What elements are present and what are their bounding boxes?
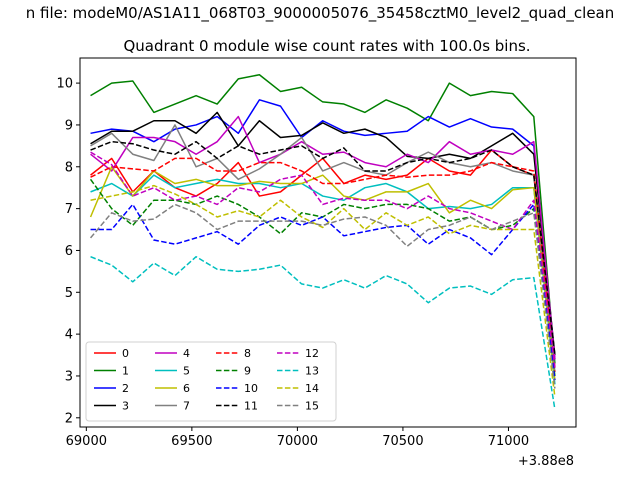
y-axis: 2 3 4 5 6 7 8 9 10 [56, 77, 80, 426]
series-line-12 [90, 151, 556, 368]
legend-label-11: 11 [244, 400, 258, 413]
x-tick-label: 69500 [171, 434, 212, 449]
x-tick-label: 71000 [488, 434, 529, 449]
x-axis: 69000 69500 70000 70500 71000 [66, 427, 529, 449]
series-line-3 [90, 111, 556, 356]
series-line-2 [90, 99, 556, 360]
y-tick-label: 3 [65, 369, 73, 384]
legend-label-12: 12 [305, 347, 319, 360]
legend-label-5: 5 [183, 365, 190, 378]
legend-label-0: 0 [122, 347, 129, 360]
series-line-15 [89, 203, 556, 389]
legend-label-14: 14 [305, 382, 319, 395]
series-line-13 [90, 255, 556, 410]
series-line-7 [90, 124, 556, 372]
legend-label-1: 1 [122, 365, 129, 378]
y-tick-label: 2 [65, 411, 73, 426]
legend-label-3: 3 [122, 400, 129, 413]
x-tick-label: 70500 [382, 434, 423, 449]
y-tick-label: 6 [65, 244, 73, 259]
legend-label-6: 6 [183, 382, 190, 395]
legend-label-4: 4 [183, 347, 190, 360]
series-line-5 [90, 174, 556, 385]
legend-label-15: 15 [305, 400, 319, 413]
y-tick-label: 5 [65, 286, 73, 301]
legend-label-13: 13 [305, 365, 319, 378]
series-line-8 [90, 157, 556, 372]
x-tick-label: 69000 [66, 434, 107, 449]
x-tick-label: 70000 [277, 434, 318, 449]
chart-title: Quadrant 0 module wise count rates with … [123, 37, 530, 55]
series-line-4 [90, 115, 556, 360]
y-tick-label: 9 [65, 118, 73, 133]
legend-label-9: 9 [244, 365, 251, 378]
plot-series-group [89, 73, 556, 410]
y-tick-label: 7 [65, 202, 73, 217]
series-line-1 [90, 73, 556, 364]
series-line-11 [90, 140, 556, 356]
series-line-10 [90, 203, 556, 381]
y-tick-label: 4 [65, 328, 73, 343]
legend-label-10: 10 [244, 382, 258, 395]
x-offset-label: +3.88e8 [518, 454, 574, 469]
figure-suptitle: n file: modeM0/AS1A11_068T03_9000005076_… [26, 4, 615, 23]
y-tick-label: 10 [56, 77, 73, 92]
legend-label-2: 2 [122, 382, 129, 395]
legend-label-8: 8 [244, 347, 251, 360]
y-tick-label: 8 [65, 160, 73, 175]
legend-box [85, 341, 337, 422]
series-line-14 [90, 184, 556, 397]
axes-frame [79, 57, 577, 428]
series-line-6 [89, 166, 556, 381]
legend-label-7: 7 [183, 400, 190, 413]
